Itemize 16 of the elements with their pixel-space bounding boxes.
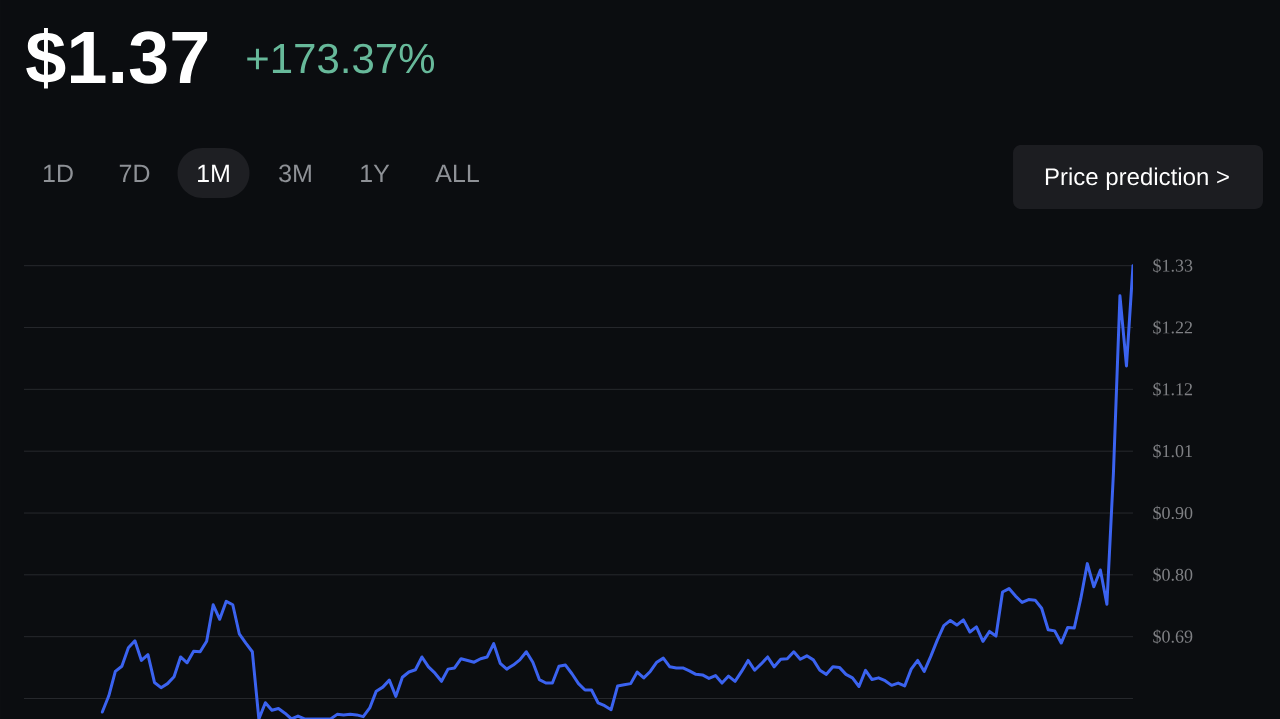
chart-title: $1.37	[26, 28, 208, 89]
text: Price prediction >	[1045, 167, 1229, 190]
y-tick-label: $0.80	[1153, 567, 1193, 583]
y-tick-label: $1.01	[1153, 443, 1192, 459]
y-tick-label: $0.90	[1153, 505, 1193, 521]
y-tick-label: $1.33	[1153, 258, 1193, 273]
text: ALL	[435, 164, 479, 182]
y-tick-label: $1.22	[1153, 320, 1193, 335]
text: 1M	[198, 164, 229, 182]
text: 1Y	[361, 164, 390, 182]
text: 7D	[119, 164, 150, 182]
y-tick-label: $1.12	[1153, 382, 1193, 397]
chart-subtitle: +173.37%	[247, 43, 435, 74]
y-tick-label: $0.69	[1153, 629, 1193, 644]
text: 3M	[279, 164, 311, 183]
text: 1D	[43, 164, 73, 182]
